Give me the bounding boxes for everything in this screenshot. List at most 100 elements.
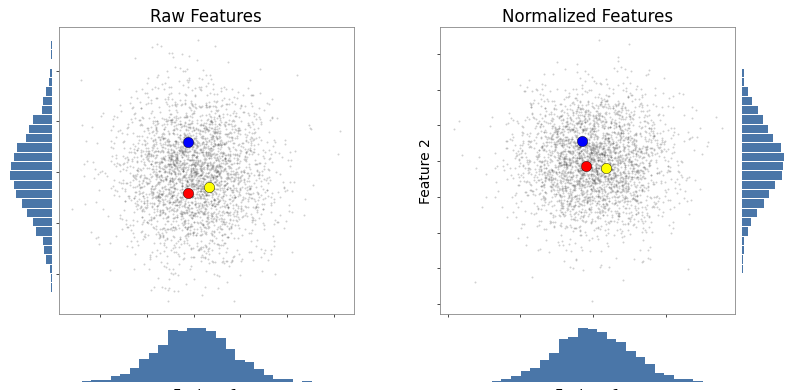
Point [634,146,646,152]
Point [277,179,290,185]
Point [198,136,211,142]
Point [167,199,179,205]
Point [180,183,193,189]
Point [552,152,565,158]
Point [633,123,646,129]
Point [574,223,587,230]
Point [203,178,216,184]
Point [223,185,236,191]
Point [577,194,590,200]
Point [245,248,257,255]
Point [176,144,189,150]
Point [148,143,160,149]
Point [137,183,150,189]
Point [447,126,460,132]
Point [218,84,231,90]
Point [504,165,517,171]
Point [254,121,267,127]
Point [599,162,612,168]
Point [209,126,222,132]
Point [127,104,140,110]
Point [586,165,599,171]
Point [574,161,587,167]
Point [561,169,574,175]
Point [211,285,224,291]
Point [220,86,233,92]
Point [165,177,178,184]
Point [152,85,164,91]
Point [557,200,569,206]
Point [258,225,271,232]
Point [173,158,186,164]
Point [164,188,177,195]
Point [545,136,557,142]
Point [598,121,611,127]
Point [667,141,680,147]
Point [185,205,198,211]
Point [138,172,151,178]
Point [530,140,542,146]
Point [146,173,159,179]
Point [619,134,632,140]
Point [587,117,599,124]
Point [217,258,229,264]
Point [601,105,614,112]
Point [593,226,606,232]
Point [188,195,201,201]
Point [590,202,603,208]
Point [159,227,172,233]
Point [556,143,569,149]
Point [634,167,647,173]
Point [596,193,609,200]
Point [549,128,562,135]
Point [578,138,591,145]
Point [542,119,554,126]
Point [574,98,587,104]
Point [168,205,180,211]
Point [132,145,145,151]
Point [529,172,542,178]
Point [551,131,564,137]
Point [223,217,236,223]
Point [557,96,570,102]
Point [542,134,554,140]
Point [334,128,347,135]
Point [566,176,579,182]
Point [210,133,222,139]
Point [621,154,634,160]
Point [561,105,573,112]
Bar [197,328,206,382]
Point [205,198,218,204]
Point [134,190,147,196]
Point [557,138,570,144]
Point [170,225,183,232]
Point [205,177,218,184]
Point [187,167,199,174]
Point [199,201,212,207]
Point [655,180,668,186]
Point [178,152,191,158]
Point [218,230,230,237]
Point [560,187,572,193]
Point [124,197,137,203]
Point [179,210,191,216]
Point [557,144,569,151]
Point [601,163,614,170]
Point [586,125,599,131]
Point [579,135,592,141]
Point [581,153,594,160]
Point [199,102,212,108]
Point [634,172,646,178]
Point [561,184,573,190]
Point [151,172,164,178]
Point [197,152,210,158]
Point [578,167,591,174]
Point [255,137,268,144]
Point [153,250,166,257]
Point [141,133,153,140]
Point [249,205,261,211]
Point [505,131,518,137]
Point [121,124,134,131]
Point [165,156,178,162]
Point [192,178,205,184]
